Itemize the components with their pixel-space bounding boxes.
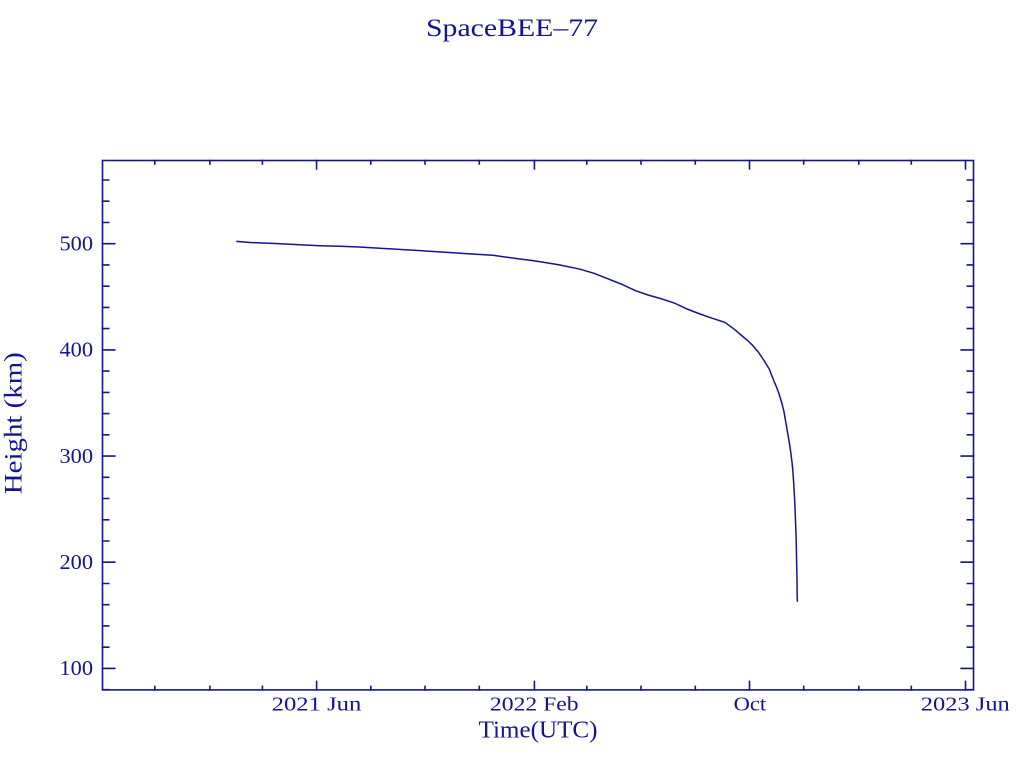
svg-text:2022 Feb: 2022 Feb — [490, 693, 579, 715]
svg-text:Oct: Oct — [734, 693, 767, 715]
svg-text:SpaceBEE–77: SpaceBEE–77 — [426, 15, 598, 42]
svg-text:500: 500 — [60, 231, 94, 255]
svg-text:2021 Jun: 2021 Jun — [272, 693, 362, 715]
svg-text:Time(UTC): Time(UTC) — [479, 718, 598, 744]
svg-text:Height (km): Height (km) — [1, 352, 28, 494]
svg-text:2023 Jun: 2023 Jun — [921, 693, 1010, 715]
svg-text:400: 400 — [60, 338, 94, 362]
svg-text:300: 300 — [60, 444, 94, 468]
svg-text:200: 200 — [60, 550, 94, 574]
svg-text:100: 100 — [60, 656, 94, 680]
